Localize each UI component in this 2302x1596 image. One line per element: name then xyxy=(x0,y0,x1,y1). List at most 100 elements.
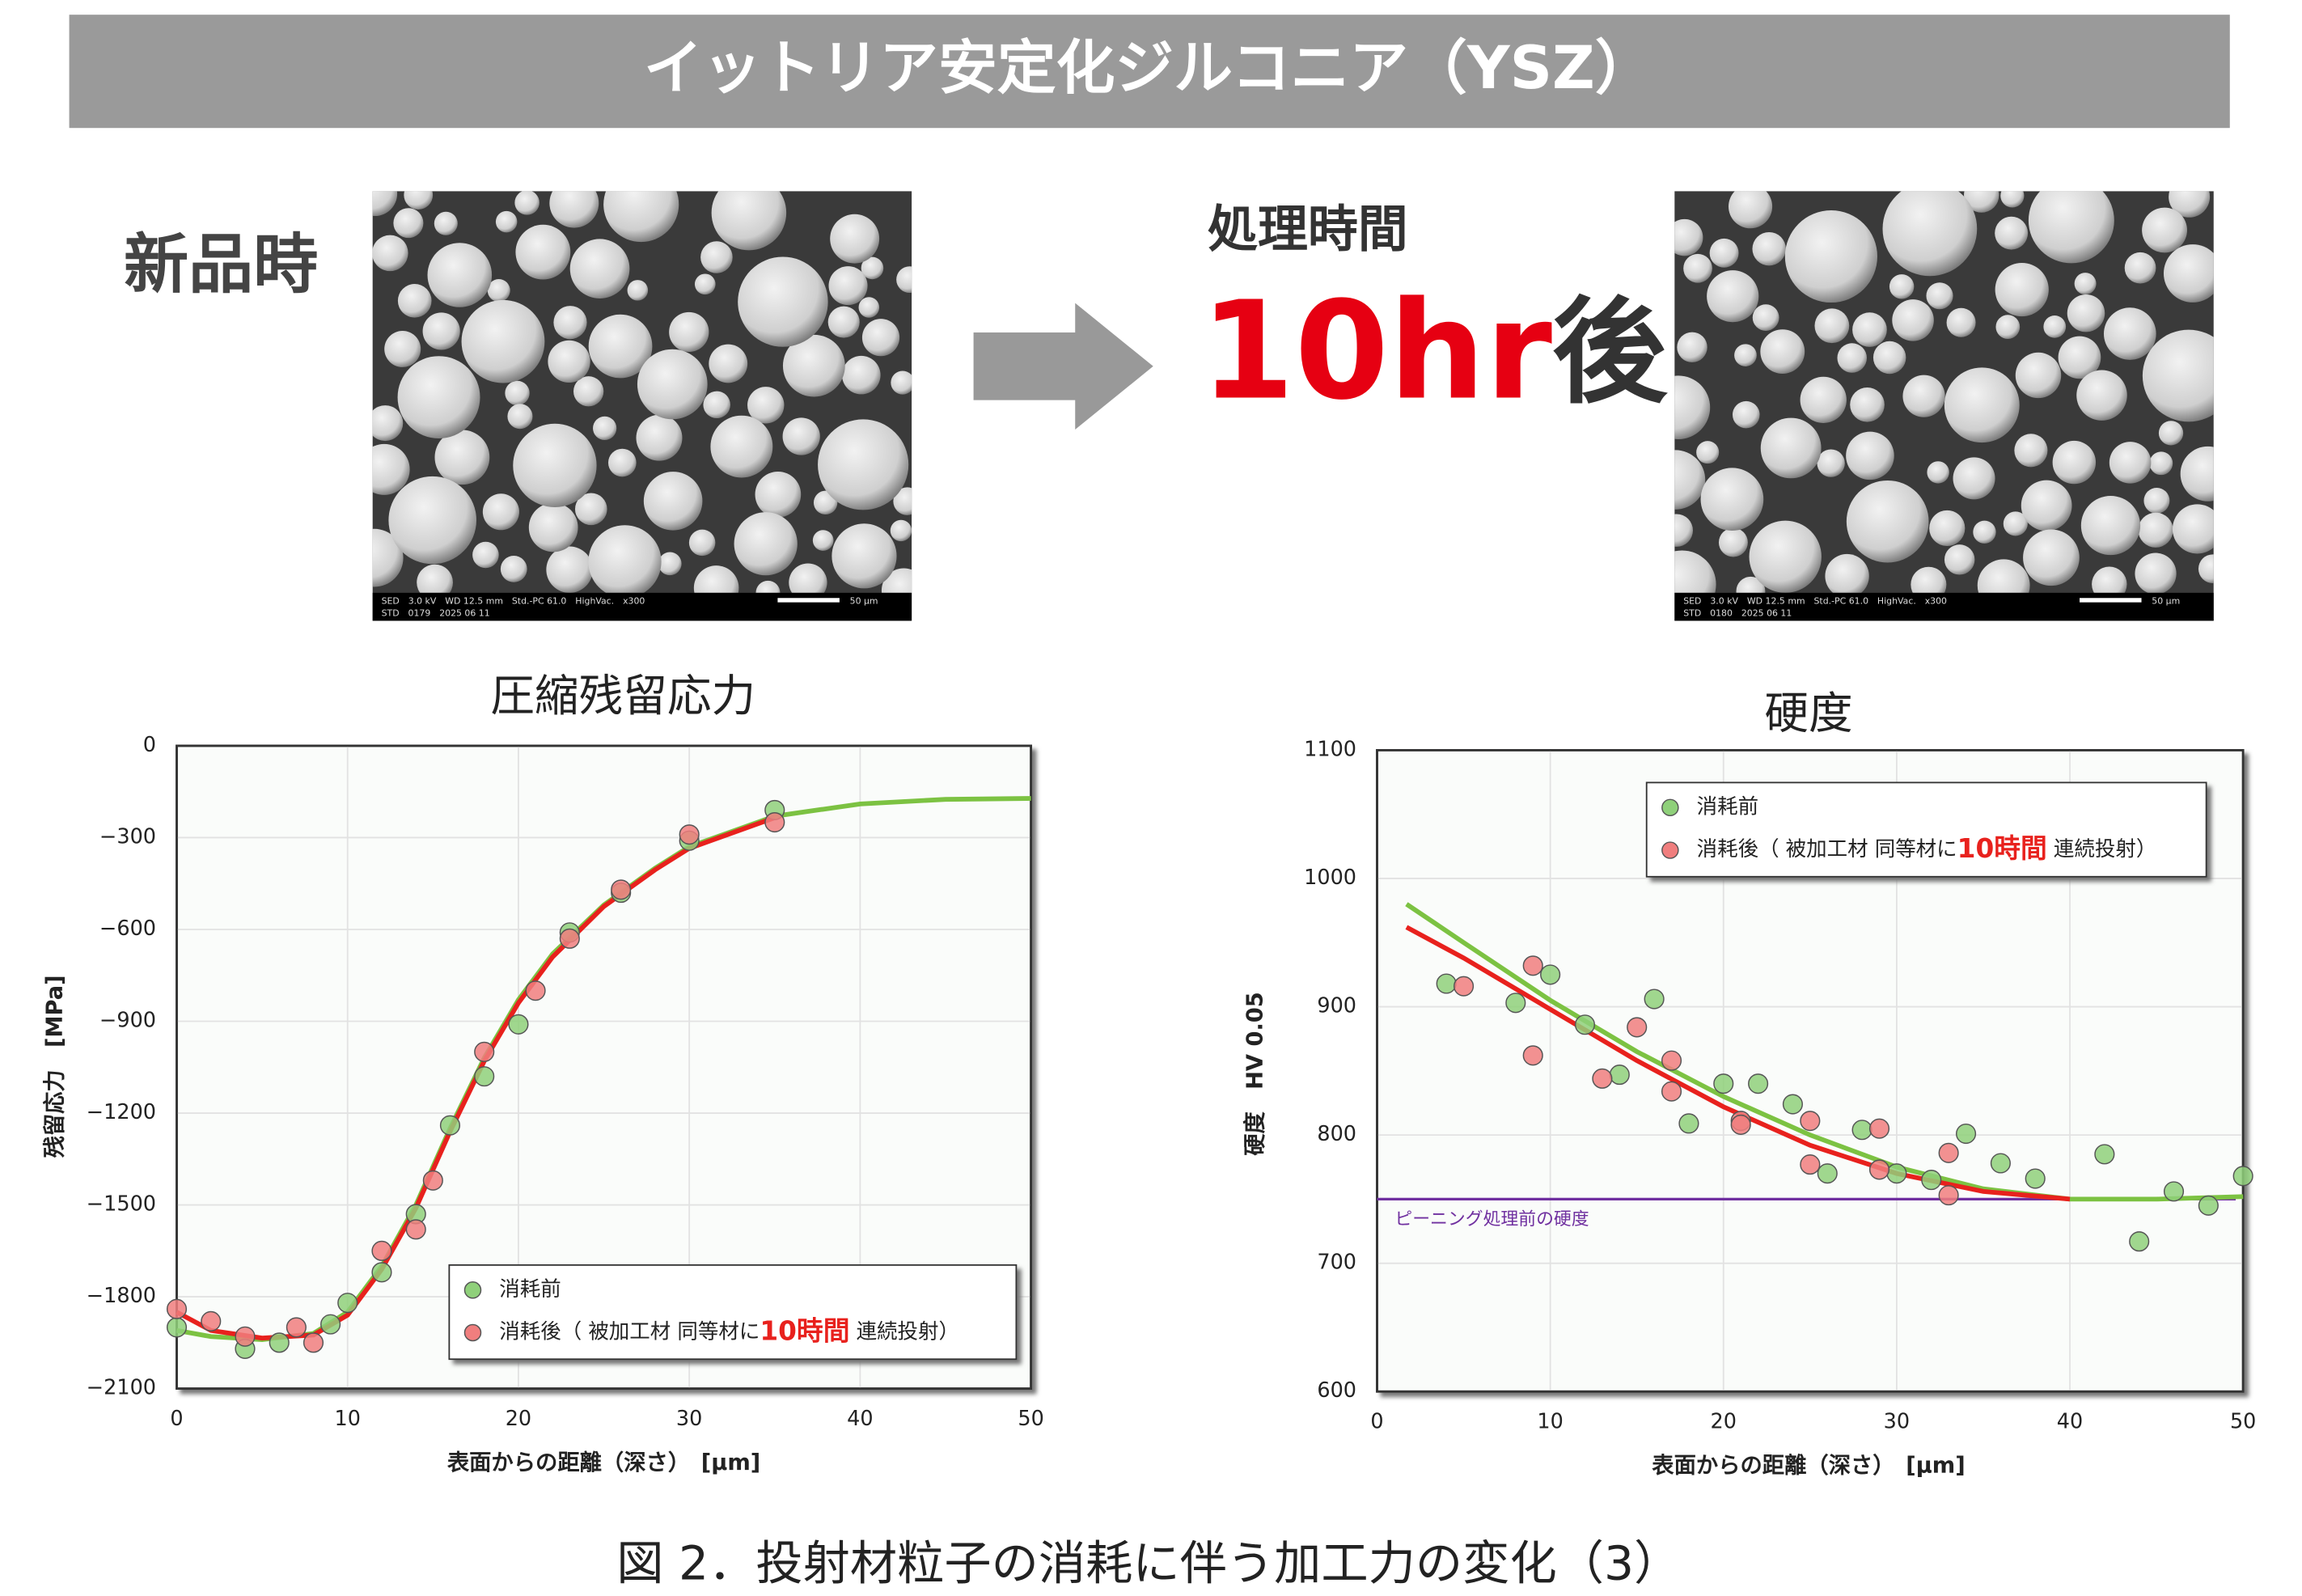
data-point xyxy=(1955,1123,1977,1145)
particle xyxy=(515,224,571,280)
particle xyxy=(1718,527,1748,557)
sem-info: SED 3.0 kV WD 12.5 mm Std.-PC 61.0 HighV… xyxy=(382,596,645,607)
data-point xyxy=(2232,1166,2253,1187)
header-bar xyxy=(69,15,2230,129)
legend-label: 消耗前 xyxy=(1697,794,1758,819)
data-point xyxy=(405,1219,426,1240)
legend-label-part: 連続投射） xyxy=(849,1320,959,1344)
before-label: 新品時 xyxy=(124,227,318,303)
particle xyxy=(1846,480,1929,563)
particle xyxy=(738,256,828,347)
y-tick-label: −900 xyxy=(99,1009,156,1033)
data-point xyxy=(286,1317,307,1338)
y-tick-label: −600 xyxy=(99,917,156,941)
particle xyxy=(896,266,912,294)
x-tick-label: 50 xyxy=(1018,1407,1043,1431)
particle xyxy=(1953,457,1995,500)
particle xyxy=(434,211,458,235)
data-point xyxy=(371,1262,392,1283)
data-point xyxy=(269,1332,290,1353)
particle xyxy=(2015,352,2062,399)
data-point xyxy=(2129,1231,2150,1252)
particle xyxy=(427,243,493,307)
particle xyxy=(574,493,607,526)
particle xyxy=(1736,576,1766,593)
particle xyxy=(828,266,868,306)
particle xyxy=(1995,315,2021,339)
legend-label-part: 10時間 xyxy=(1957,833,2047,864)
y-tick-label: −1200 xyxy=(87,1100,156,1124)
x-tick-label: 40 xyxy=(847,1407,873,1431)
particle xyxy=(569,239,630,298)
particle xyxy=(890,519,912,542)
data-point xyxy=(679,824,700,845)
particle xyxy=(658,552,682,576)
particle xyxy=(384,331,421,367)
particle xyxy=(643,472,703,531)
particle xyxy=(588,314,653,379)
particle xyxy=(1889,274,1915,299)
data-point xyxy=(166,1298,188,1319)
data-point xyxy=(1678,1113,1699,1134)
data-point xyxy=(1730,1114,1751,1135)
particle xyxy=(2103,307,2156,360)
particle xyxy=(397,356,480,438)
particle xyxy=(2080,495,2141,556)
data-point xyxy=(2094,1144,2115,1165)
particle xyxy=(1674,550,1716,593)
particle xyxy=(514,191,540,215)
data-point xyxy=(1938,1185,1959,1206)
particle xyxy=(832,523,897,589)
particle xyxy=(588,525,662,593)
data-point xyxy=(439,1115,461,1136)
particle xyxy=(1674,514,1693,547)
data-point xyxy=(1938,1142,1959,1163)
x-tick-label: 20 xyxy=(506,1407,531,1431)
particle xyxy=(2014,434,2048,468)
data-point xyxy=(1713,1073,1734,1094)
particle xyxy=(637,349,708,420)
sem-image: SED 3.0 kV WD 12.5 mm Std.-PC 61.0 HighV… xyxy=(1674,191,2214,621)
particle xyxy=(528,502,578,552)
data-point xyxy=(1800,1154,1821,1175)
y-tick-label: 1100 xyxy=(1304,737,1356,761)
particle xyxy=(709,344,748,383)
particle xyxy=(2092,566,2127,593)
particle xyxy=(2142,207,2187,253)
data-point xyxy=(235,1326,256,1347)
particle xyxy=(2149,451,2173,476)
particle xyxy=(891,370,912,395)
header-title: イットリア安定化ジルコニア（YSZ） xyxy=(644,34,1654,103)
particle xyxy=(861,256,884,280)
particle xyxy=(593,416,617,440)
particle xyxy=(782,334,845,397)
particle xyxy=(2172,504,2214,554)
data-point xyxy=(525,980,546,1001)
particle xyxy=(1892,299,1934,341)
y-axis-title: 硬度 HV 0.05 xyxy=(1242,992,1268,1155)
particle xyxy=(1784,210,1877,303)
particle xyxy=(2028,191,2114,264)
particle xyxy=(372,405,404,442)
data-point xyxy=(1748,1073,1769,1094)
legend-label: 消耗後（ 被加工材 同等材に10時間 連続投射） xyxy=(499,1316,959,1347)
chart: 圧縮残留応力 0 −300 −600 −900 −1200 −1500 −1800 −2100 0… xyxy=(42,670,1044,1475)
after-suffix: 後 xyxy=(1552,286,1668,420)
data-point xyxy=(474,1041,495,1062)
particle xyxy=(603,191,679,243)
plot-frame xyxy=(1376,749,2245,1393)
y-tick-label: 700 xyxy=(1317,1251,1356,1275)
legend-label-part: 10時間 xyxy=(760,1316,849,1347)
particle xyxy=(1677,332,1707,362)
particle xyxy=(747,387,785,424)
particle xyxy=(1911,566,1947,593)
reference-label: ピーニング処理前の硬度 xyxy=(1394,1209,1589,1230)
particle xyxy=(1852,312,1887,347)
particle xyxy=(1902,375,1945,417)
y-tick-label: −1500 xyxy=(87,1192,156,1217)
data-point xyxy=(303,1332,324,1353)
x-tick-label: 40 xyxy=(2057,1409,2083,1433)
